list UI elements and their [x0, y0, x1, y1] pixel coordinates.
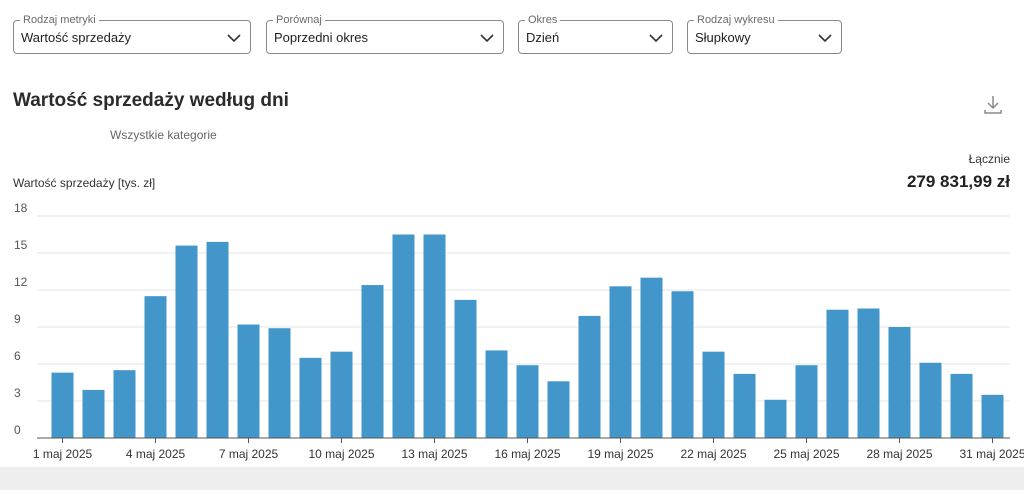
bar-15-maj-2025[interactable] [485, 350, 508, 438]
chart-type-value: Słupkowy [695, 30, 751, 45]
sales-bar-chart: 0 3 6 9 12 15 18 1 maj 2025 4 maj 2025 7 maj 2025… [14, 201, 1024, 461]
x-tick-label: 7 maj 2025 [219, 447, 279, 461]
chevron-down-icon [480, 34, 494, 43]
bar-18-maj-2025[interactable] [578, 315, 601, 438]
period-select[interactable]: Okres Dzień [518, 13, 673, 54]
x-tick-label: 1 maj 2025 [33, 447, 93, 461]
y-tick-label: 6 [14, 349, 21, 363]
chart-type-label: Rodzaj wykresu [694, 13, 778, 27]
compare-select[interactable]: Porównaj Poprzedni okres [266, 13, 504, 54]
bar-23-maj-2025[interactable] [733, 373, 756, 438]
chevron-down-icon [818, 34, 832, 43]
bar-8-maj-2025[interactable] [268, 328, 291, 438]
total-label: Łącznie [968, 152, 1010, 166]
y-tick-label: 18 [14, 201, 28, 215]
total-value: 279 831,99 zł [906, 172, 1010, 191]
bar-7-maj-2025[interactable] [237, 324, 260, 438]
bar-31-maj-2025[interactable] [981, 394, 1004, 438]
x-tick-label: 28 maj 2025 [866, 447, 932, 461]
x-tick-label: 25 maj 2025 [773, 447, 839, 461]
bar-5-maj-2025[interactable] [175, 245, 198, 438]
x-tick-label: 10 maj 2025 [308, 447, 374, 461]
y-tick-label: 9 [14, 312, 21, 326]
metric-type-value: Wartość sprzedaży [21, 30, 132, 45]
bar-28-maj-2025[interactable] [888, 327, 911, 438]
bar-10-maj-2025[interactable] [330, 351, 353, 438]
compare-label: Porównaj [273, 13, 325, 27]
bar-26-maj-2025[interactable] [826, 309, 849, 438]
period-label: Okres [525, 13, 561, 27]
page-title: Wartość sprzedaży według dni [13, 90, 289, 111]
x-tick-label: 22 maj 2025 [680, 447, 746, 461]
bar-11-maj-2025[interactable] [361, 285, 384, 438]
footer-bar [0, 467, 1024, 490]
chart-bars [51, 234, 1004, 439]
download-icon[interactable] [982, 94, 1004, 116]
category-filter-label: Wszystkie kategorie [110, 128, 217, 142]
bar-19-maj-2025[interactable] [609, 286, 632, 438]
x-tick-label: 31 maj 2025 [959, 447, 1024, 461]
x-tick-label: 4 maj 2025 [126, 447, 186, 461]
bar-24-maj-2025[interactable] [764, 399, 787, 438]
chevron-down-icon [227, 34, 241, 43]
bar-20-maj-2025[interactable] [640, 277, 663, 438]
chart-type-select[interactable]: Rodzaj wykresu Słupkowy [687, 13, 842, 54]
y-tick-label: 0 [14, 423, 21, 437]
bar-4-maj-2025[interactable] [144, 296, 167, 438]
bar-12-maj-2025[interactable] [392, 234, 415, 439]
bar-6-maj-2025[interactable] [206, 241, 229, 438]
metric-type-label: Rodzaj metryki [20, 13, 99, 27]
period-value: Dzień [526, 30, 560, 45]
chevron-down-icon [649, 34, 663, 43]
y-axis-label: Wartość sprzedaży [tys. zł] [13, 176, 156, 190]
bar-16-maj-2025[interactable] [516, 365, 539, 438]
x-tick-label: 13 maj 2025 [401, 447, 467, 461]
bar-13-maj-2025[interactable] [423, 234, 446, 439]
x-tick-label: 19 maj 2025 [587, 447, 653, 461]
bar-30-maj-2025[interactable] [950, 373, 973, 438]
x-tick-label: 16 maj 2025 [494, 447, 560, 461]
bar-25-maj-2025[interactable] [795, 365, 818, 438]
bar-3-maj-2025[interactable] [113, 370, 136, 438]
y-tick-label: 15 [14, 238, 28, 252]
y-tick-label: 12 [14, 275, 28, 289]
bar-27-maj-2025[interactable] [857, 308, 880, 439]
bar-21-maj-2025[interactable] [671, 291, 694, 438]
bar-29-maj-2025[interactable] [919, 362, 942, 438]
chart-axes: 0 3 6 9 12 15 18 1 maj 2025 4 maj 2025 7 maj 2025… [14, 201, 1024, 461]
y-tick-label: 3 [14, 386, 21, 400]
bar-2-maj-2025[interactable] [82, 389, 105, 438]
metric-type-select[interactable]: Rodzaj metryki Wartość sprzedaży [13, 13, 251, 54]
bar-14-maj-2025[interactable] [454, 299, 477, 438]
bar-9-maj-2025[interactable] [299, 357, 322, 438]
bar-22-maj-2025[interactable] [702, 351, 725, 438]
bar-17-maj-2025[interactable] [547, 381, 570, 438]
bar-1-maj-2025[interactable] [51, 372, 74, 438]
compare-value: Poprzedni okres [274, 30, 368, 45]
